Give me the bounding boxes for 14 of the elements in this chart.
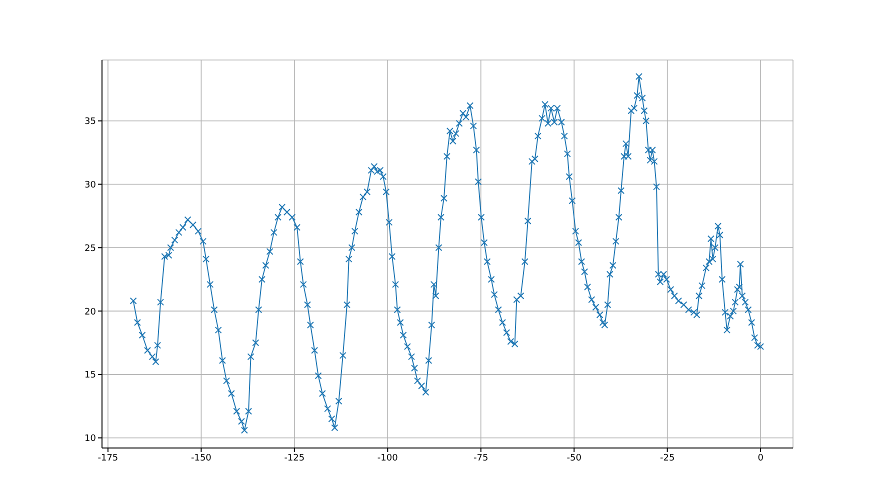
x-tick-label: -175: [98, 453, 118, 464]
x-tick-label: -150: [190, 453, 212, 464]
x-tick-label: -100: [377, 453, 398, 464]
y-tick-label: 20: [84, 307, 96, 318]
y-tick-label: 35: [84, 117, 96, 128]
y-tick-label: 25: [84, 244, 96, 254]
y-tick-label: 15: [84, 370, 96, 381]
y-tick-label: 10: [84, 434, 96, 444]
x-tick-label: -125: [284, 453, 305, 464]
x-tick-label: -75: [474, 453, 488, 464]
y-tick-label: 30: [84, 180, 96, 190]
x-tick-label: -25: [660, 453, 675, 464]
x-tick-label: -50: [566, 453, 582, 464]
x-tick-label: 0: [758, 453, 764, 464]
